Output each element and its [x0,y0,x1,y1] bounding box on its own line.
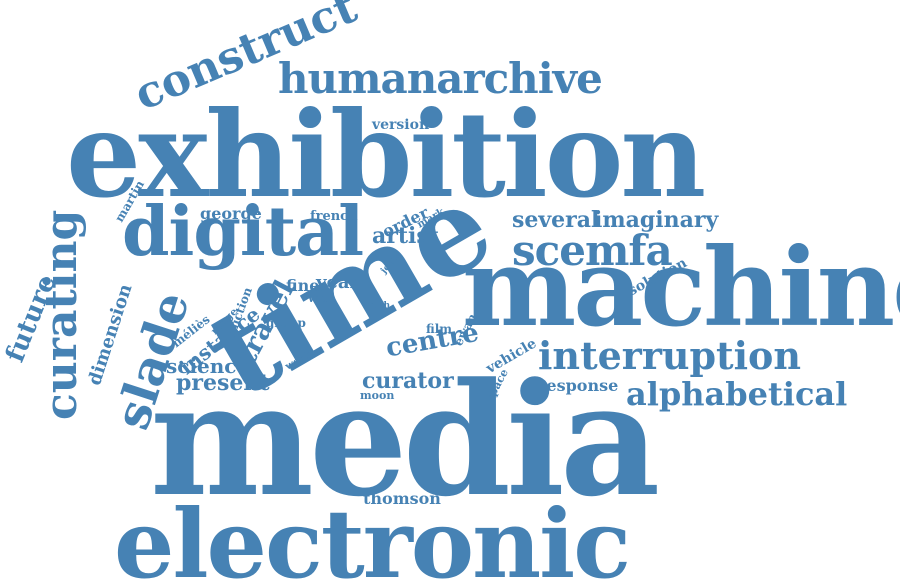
word-electronic: electronic [114,489,631,579]
word-imaginary: imaginary [594,207,719,233]
word-ruth: ruth [368,301,390,311]
word-interruption: alphabetical [626,375,848,413]
word-media: media [150,348,660,531]
word-version: version [372,117,430,133]
word-artist: artist [372,223,439,249]
word-film: film [426,322,452,336]
word-thomson: thomson [363,489,441,508]
word-year: year [316,272,360,293]
word-french: french [310,209,358,224]
word-curator: curator [362,368,454,394]
word-future: scemfa [512,226,673,275]
word-exhibition: exhibition [66,85,706,224]
word-science: science [166,354,250,378]
word-scemfa: interruption [538,333,801,378]
word-fine: fine [286,276,320,295]
word-group: group [266,316,306,330]
word-well: well [308,291,336,305]
word-humanarchive: humanarchive [278,54,603,103]
word-digital: digital [122,192,364,272]
word-george: george [200,204,262,223]
word-several: several [512,207,600,233]
word-response: response [538,376,619,395]
word-moon: moon [360,389,395,402]
word-present: present [176,370,270,396]
